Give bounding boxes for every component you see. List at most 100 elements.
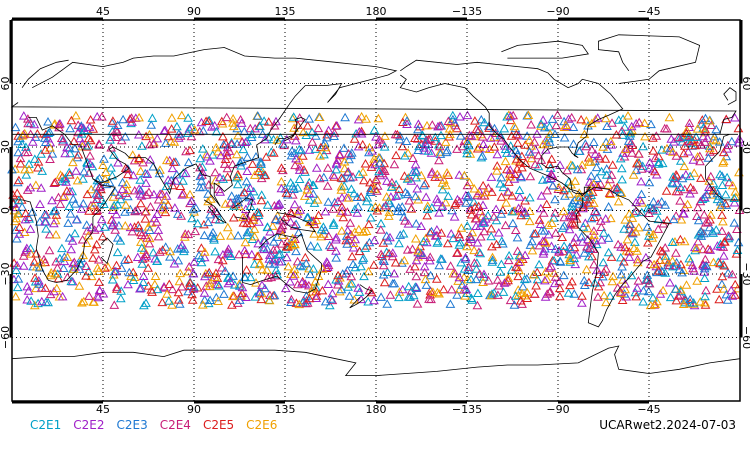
left-lat-label: 60	[0, 77, 12, 91]
observation-marker	[587, 144, 597, 154]
observation-marker	[105, 135, 115, 144]
observation-marker	[422, 201, 433, 210]
observation-marker	[538, 208, 549, 217]
observation-marker	[506, 265, 517, 274]
observation-marker	[617, 295, 628, 304]
observation-marker	[286, 297, 296, 306]
observation-marker	[265, 226, 275, 236]
observation-marker	[50, 177, 61, 186]
observation-marker	[209, 235, 219, 244]
observation-marker	[322, 258, 333, 267]
observation-marker	[353, 283, 364, 292]
observation-marker	[653, 224, 664, 233]
observation-marker	[31, 248, 42, 258]
observation-marker	[318, 172, 329, 182]
observation-marker	[389, 278, 400, 288]
observation-marker	[178, 176, 188, 185]
observation-marker	[160, 125, 171, 135]
observation-marker	[538, 139, 548, 149]
observation-marker	[552, 110, 563, 119]
observation-marker	[61, 177, 71, 186]
observation-marker	[581, 141, 592, 151]
observation-marker	[631, 291, 642, 301]
observation-marker	[106, 163, 116, 172]
observation-marker	[701, 285, 711, 295]
observation-marker	[36, 296, 47, 306]
observation-marker	[29, 154, 40, 163]
observation-marker	[486, 172, 497, 181]
observation-marker	[699, 273, 710, 282]
coastline	[28, 47, 398, 207]
observation-marker	[141, 298, 151, 307]
observation-marker	[260, 134, 270, 144]
observation-marker	[699, 192, 710, 201]
observation-marker	[175, 131, 186, 140]
observation-marker	[219, 159, 230, 168]
observation-marker	[145, 201, 156, 211]
observation-marker	[627, 213, 638, 222]
observation-marker	[111, 260, 122, 270]
observation-marker	[555, 291, 565, 301]
observation-marker	[76, 204, 87, 213]
observation-marker	[513, 271, 524, 281]
observation-marker	[208, 233, 219, 242]
observation-marker	[718, 242, 729, 251]
observation-marker	[332, 279, 343, 289]
observation-marker	[656, 196, 667, 206]
observation-marker	[400, 150, 410, 160]
observation-marker	[300, 252, 311, 262]
observation-marker	[301, 258, 312, 268]
observation-marker	[93, 223, 104, 232]
observation-marker	[112, 247, 123, 257]
observation-marker	[372, 186, 382, 195]
observation-marker	[328, 220, 339, 229]
observation-marker	[558, 206, 569, 216]
observation-marker	[411, 167, 422, 176]
observation-marker	[547, 181, 558, 190]
observation-marker	[498, 287, 509, 296]
observation-marker	[205, 295, 215, 304]
observation-marker	[183, 266, 194, 276]
observation-marker	[85, 151, 95, 160]
observation-marker	[559, 241, 569, 250]
observation-marker	[563, 114, 574, 123]
observation-marker	[27, 137, 38, 146]
observation-marker	[665, 143, 676, 152]
observation-marker	[66, 276, 77, 286]
observation-marker	[187, 289, 197, 299]
observation-marker	[730, 290, 740, 299]
observation-marker	[651, 131, 662, 140]
observation-marker	[326, 294, 336, 303]
observation-marker	[94, 139, 104, 148]
observation-marker	[36, 183, 47, 192]
observation-marker	[668, 172, 678, 181]
observation-marker	[195, 153, 206, 163]
observation-marker	[466, 209, 477, 219]
observation-marker	[492, 275, 503, 284]
observation-marker	[63, 218, 74, 227]
observation-marker	[302, 184, 313, 194]
observation-marker	[585, 243, 596, 252]
observation-marker	[404, 195, 415, 205]
observation-marker	[287, 146, 297, 155]
observation-marker	[712, 284, 722, 293]
observation-marker	[122, 164, 132, 174]
observation-marker	[546, 261, 557, 271]
observation-marker	[369, 260, 379, 269]
observation-marker	[29, 119, 40, 129]
observation-marker	[192, 218, 203, 228]
observation-marker	[671, 284, 681, 293]
observation-marker	[690, 140, 700, 150]
observation-marker	[471, 264, 482, 273]
legend-item-c2e3: C2E3	[116, 418, 148, 432]
observation-marker	[452, 144, 462, 153]
observation-marker	[21, 170, 32, 179]
observation-marker	[22, 185, 33, 194]
observation-marker	[702, 133, 713, 142]
observation-marker	[550, 228, 561, 237]
observation-marker	[550, 208, 560, 217]
observation-marker	[204, 267, 215, 277]
observation-marker	[345, 218, 356, 227]
observation-marker	[287, 240, 297, 250]
observation-marker	[727, 291, 738, 300]
